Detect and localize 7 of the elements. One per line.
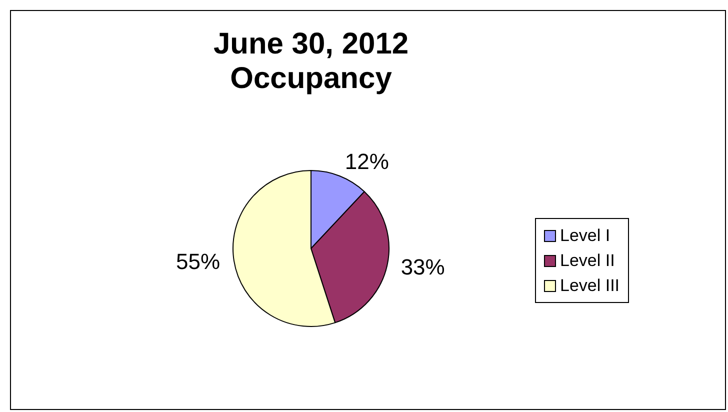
legend-label: Level II xyxy=(560,250,615,270)
legend-label: Level I xyxy=(560,226,610,246)
data-label: 12% xyxy=(344,148,389,174)
chart-title: June 30, 2012 Occupancy xyxy=(213,28,409,96)
data-label: 33% xyxy=(400,254,445,280)
legend-label: Level III xyxy=(560,276,620,296)
data-label: 55% xyxy=(176,248,220,274)
